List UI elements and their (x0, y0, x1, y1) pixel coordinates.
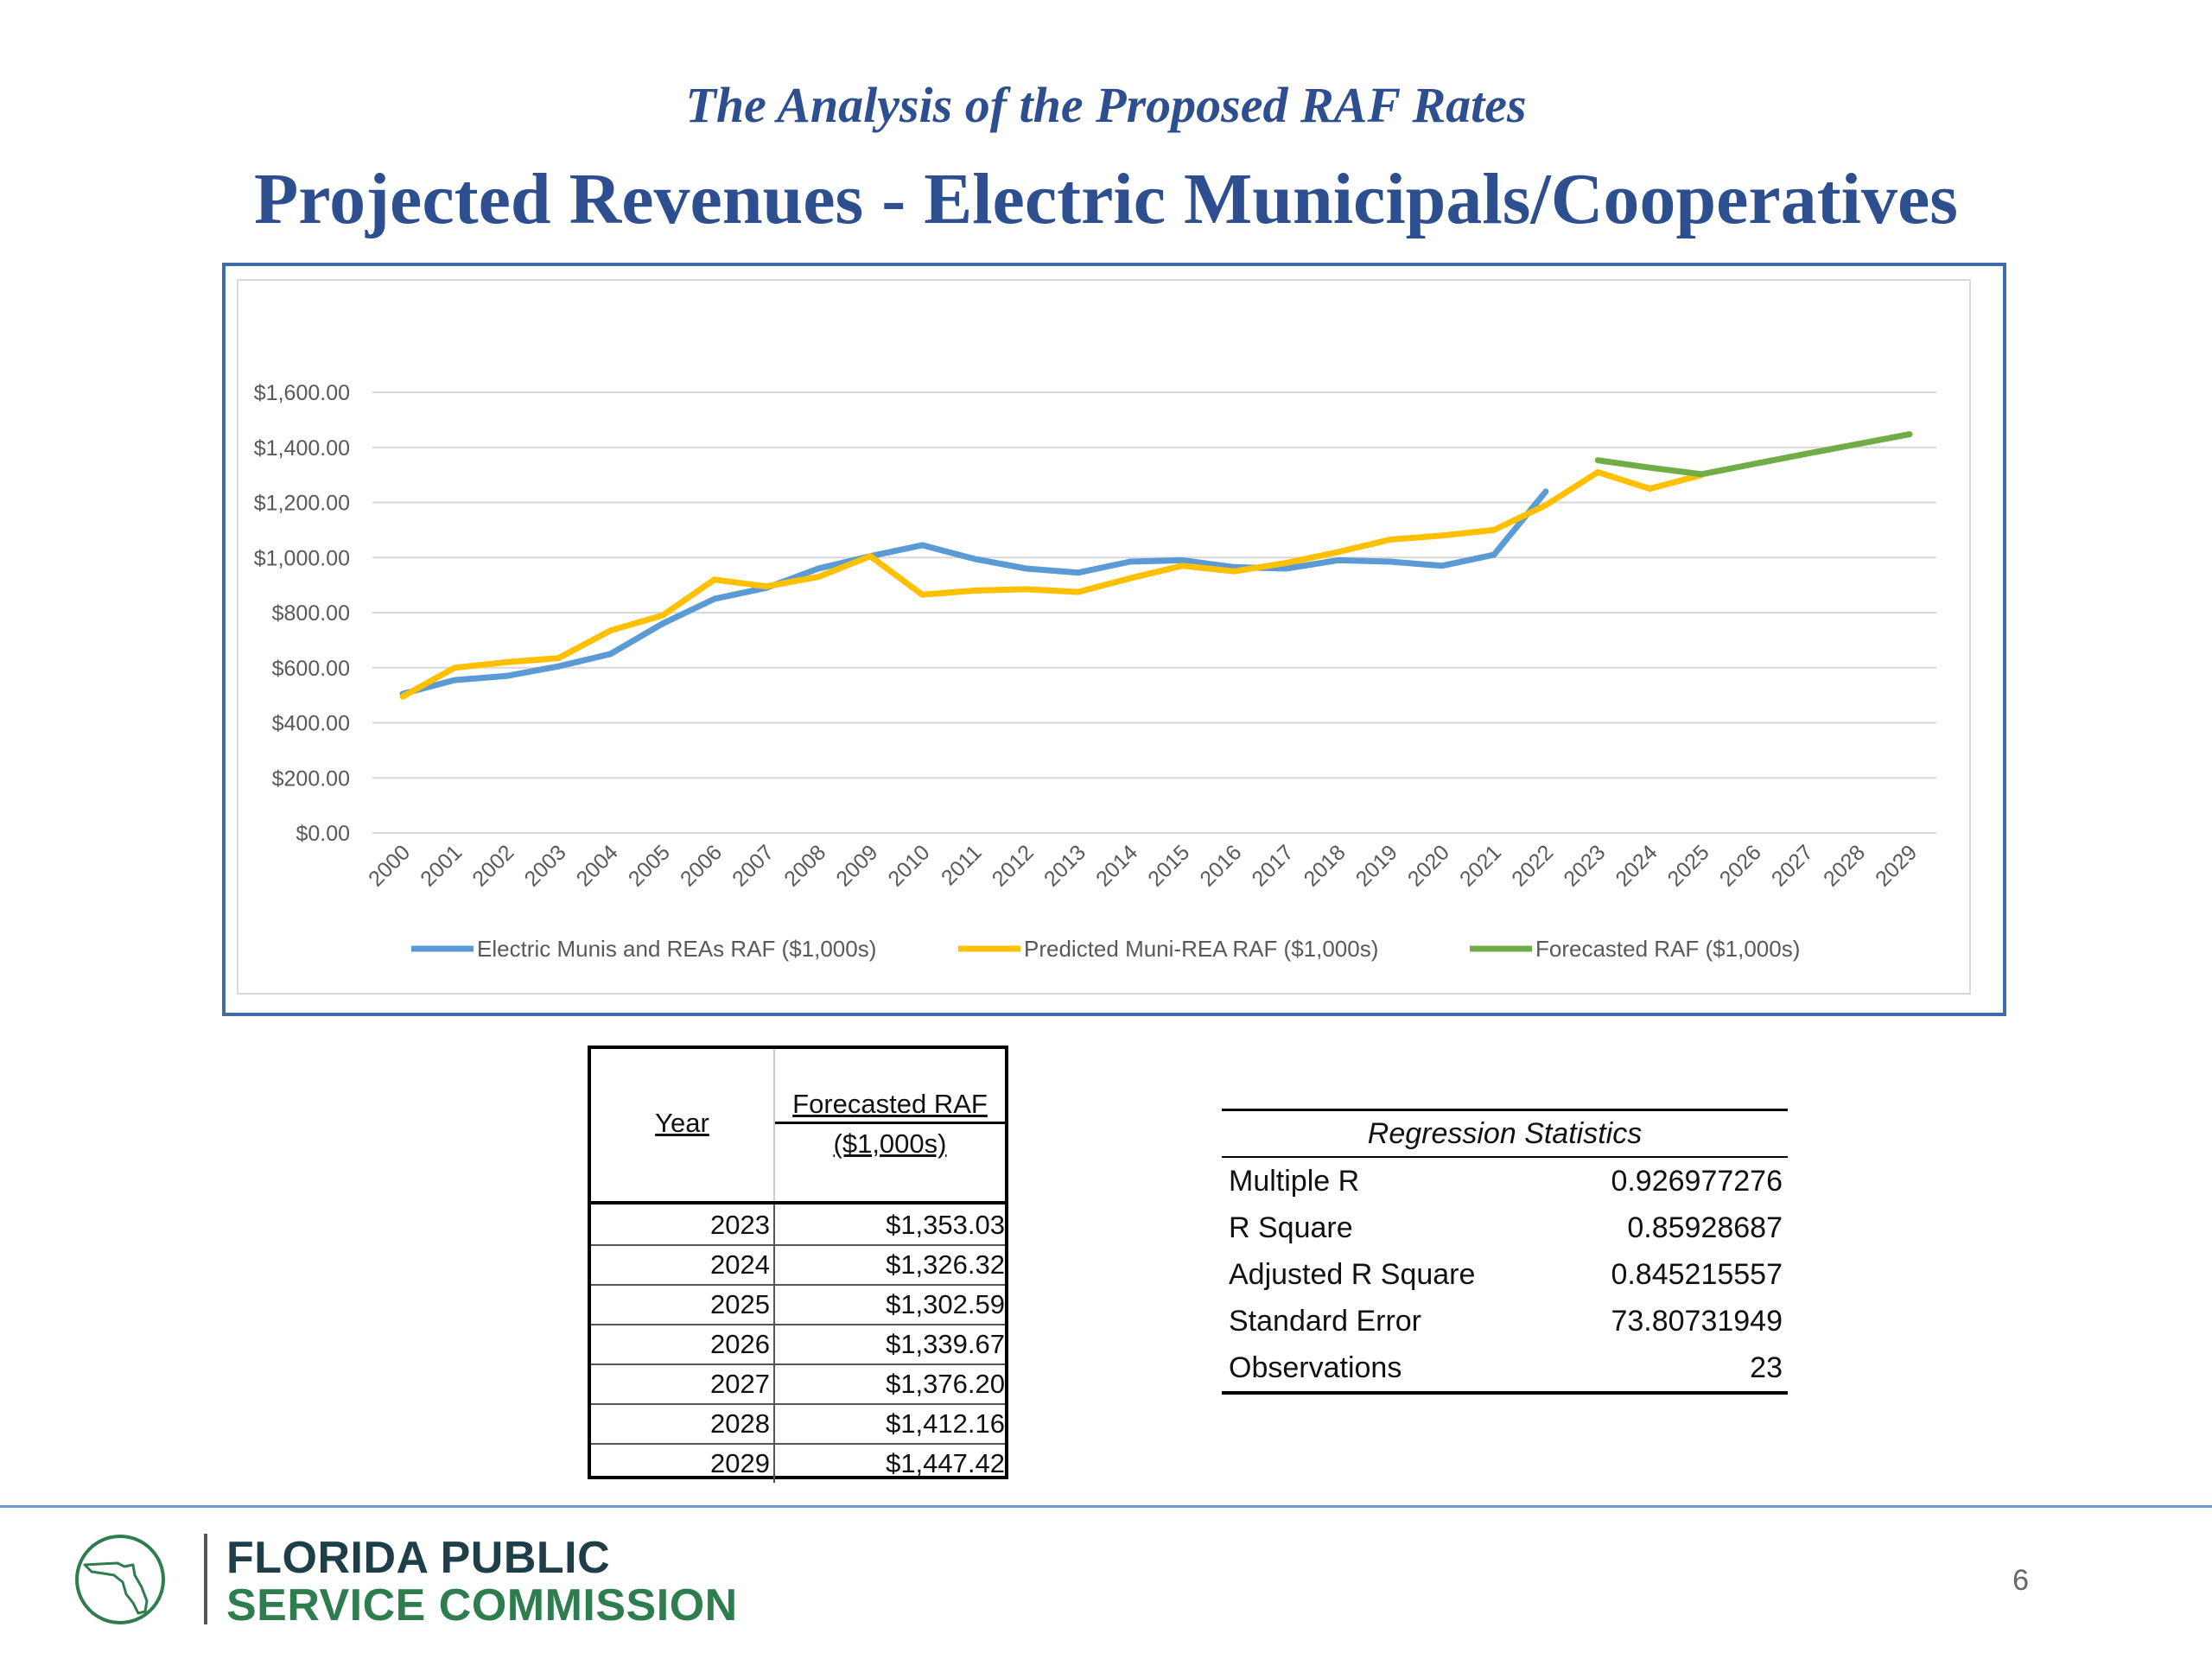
regression-value: 23 (1750, 1351, 1783, 1384)
x-tick-label: 2017 (1247, 840, 1298, 891)
x-tick-label: 2028 (1819, 840, 1870, 891)
x-tick-label: 2020 (1403, 840, 1454, 891)
line-chart: $0.00 $200.00 $400.00 $600.00 $800.00 $1,000.… (254, 381, 1936, 962)
cell-year: 2027 (710, 1369, 770, 1399)
table-row: 2024 $1,326.32 (591, 1244, 1005, 1286)
footer-divider (0, 1505, 2212, 1508)
table-row: 2023 $1,353.03 (591, 1205, 1005, 1246)
table-row: 2028 $1,412.16 (591, 1403, 1005, 1445)
x-tick-label: 2024 (1611, 840, 1662, 891)
x-tick-label: 2016 (1195, 840, 1246, 891)
regression-value: 73.80731949 (1611, 1305, 1783, 1338)
regression-row: Adjusted R Square 0.845215557 (1222, 1251, 1788, 1298)
x-tick-label: 2011 (937, 840, 987, 890)
legend-label: Electric Munis and REAs RAF ($1,000s) (477, 936, 876, 962)
x-tick-label: 2009 (831, 840, 882, 891)
y-tick-label: $1,200.00 (254, 492, 350, 516)
table-row: 2026 $1,339.67 (591, 1324, 1005, 1365)
cell-forecast-value: $1,353.03 (886, 1210, 1005, 1240)
x-tick-label: 2014 (1091, 840, 1142, 891)
series-line-1 (399, 488, 1549, 697)
regression-row: Observations 23 (1222, 1344, 1788, 1391)
cell-forecast-value: $1,412.16 (886, 1408, 1005, 1439)
table-row: 2029 $1,447.42 (591, 1443, 1005, 1483)
series-line-3 (1594, 431, 1913, 478)
x-tick-label: 2012 (988, 840, 1039, 891)
regression-value: 0.85928687 (1627, 1211, 1783, 1244)
x-tick-label: 2003 (520, 840, 571, 891)
x-tick-label: 2018 (1300, 840, 1351, 891)
cell-forecast-value: $1,447.42 (886, 1448, 1005, 1478)
header-raf: Forecasted RAF (792, 1089, 988, 1119)
x-tick-label: 2008 (779, 840, 830, 891)
org-name-line1: FLORIDA PUBLIC (226, 1533, 611, 1583)
cell-year: 2024 (710, 1249, 770, 1280)
y-tick-label: $1,000.00 (254, 546, 350, 570)
legend-label: Forecasted RAF ($1,000s) (1535, 936, 1800, 962)
x-tick-label: 2015 (1143, 840, 1194, 891)
y-tick-label: $600.00 (272, 657, 350, 681)
x-tick-label: 2013 (1039, 840, 1090, 891)
chart-area (237, 279, 1971, 995)
x-tick-label: 2025 (1663, 840, 1714, 891)
series-line-2 (399, 468, 1705, 700)
x-tick-label: 2029 (1871, 840, 1922, 891)
regression-label: Multiple R (1229, 1165, 1360, 1198)
regression-label: Standard Error (1229, 1305, 1421, 1338)
x-tick-label: 2022 (1507, 840, 1558, 891)
x-tick-label: 2002 (467, 840, 518, 891)
cell-forecast-value: $1,376.20 (886, 1369, 1005, 1399)
regression-row: R Square 0.85928687 (1222, 1205, 1788, 1251)
x-tick-label: 2026 (1715, 840, 1766, 891)
cell-forecast-value: $1,339.67 (886, 1329, 1005, 1359)
regression-value: 0.845215557 (1611, 1258, 1783, 1291)
y-tick-label: $400.00 (272, 712, 350, 736)
x-tick-label: 2004 (572, 840, 623, 891)
slide-title: Projected Revenues - Electric Municipals… (254, 159, 1958, 239)
x-tick-label: 2006 (676, 840, 727, 891)
cell-year: 2028 (710, 1408, 770, 1439)
cell-year: 2025 (710, 1289, 770, 1319)
regression-value: 0.926977276 (1611, 1165, 1783, 1198)
x-tick-label: 2000 (364, 840, 415, 891)
regression-label: Adjusted R Square (1229, 1258, 1476, 1291)
table-row: 2025 $1,302.59 (591, 1284, 1005, 1325)
x-tick-label: 2023 (1559, 840, 1610, 891)
slide-subtitle: The Analysis of the Proposed RAF Rates (685, 77, 1527, 133)
cell-year: 2023 (710, 1210, 770, 1240)
cell-year: 2029 (710, 1448, 770, 1478)
y-tick-label: $0.00 (296, 822, 350, 846)
page-number: 6 (2012, 1564, 2029, 1597)
y-tick-label: $1,400.00 (254, 436, 350, 461)
regression-row: Multiple R 0.926977276 (1222, 1158, 1788, 1205)
x-tick-label: 2027 (1767, 840, 1818, 891)
forecast-table-header: Year Forecasted RAF ($1,000s) (591, 1049, 1005, 1205)
y-tick-label: $800.00 (272, 601, 350, 626)
x-tick-label: 2010 (883, 840, 934, 891)
regression-label: Observations (1229, 1351, 1402, 1384)
cell-forecast-value: $1,326.32 (886, 1249, 1005, 1280)
header-year: Year (655, 1108, 709, 1138)
x-tick-label: 2005 (624, 840, 675, 891)
x-tick-label: 2007 (728, 840, 779, 891)
logo-divider (204, 1534, 207, 1624)
cell-forecast-value: $1,302.59 (886, 1289, 1005, 1319)
y-tick-label: $1,600.00 (254, 381, 350, 405)
header-raf-units: ($1,000s) (833, 1128, 947, 1159)
x-tick-label: 2019 (1351, 840, 1402, 891)
cell-year: 2026 (710, 1329, 770, 1359)
table-row: 2027 $1,376.20 (591, 1363, 1005, 1405)
y-tick-label: $200.00 (272, 766, 350, 791)
regression-row: Standard Error 73.80731949 (1222, 1298, 1788, 1344)
legend-label: Predicted Muni-REA RAF ($1,000s) (1024, 936, 1378, 962)
regression-statistics-table: Regression Statistics Multiple R 0.926977… (1222, 1109, 1788, 1395)
forecast-table: Year Forecasted RAF ($1,000s) 2023 $1,353… (588, 1046, 1008, 1483)
x-tick-label: 2021 (1455, 840, 1506, 891)
regression-title: Regression Statistics (1222, 1111, 1788, 1158)
florida-logo-icon (75, 1535, 165, 1624)
x-tick-label: 2001 (416, 840, 467, 891)
org-name-line2: SERVICE COMMISSION (226, 1580, 738, 1630)
regression-label: R Square (1229, 1211, 1353, 1244)
chart-frame: $0.00 $200.00 $400.00 $600.00 $800.00 $1,000.… (222, 263, 2006, 1016)
